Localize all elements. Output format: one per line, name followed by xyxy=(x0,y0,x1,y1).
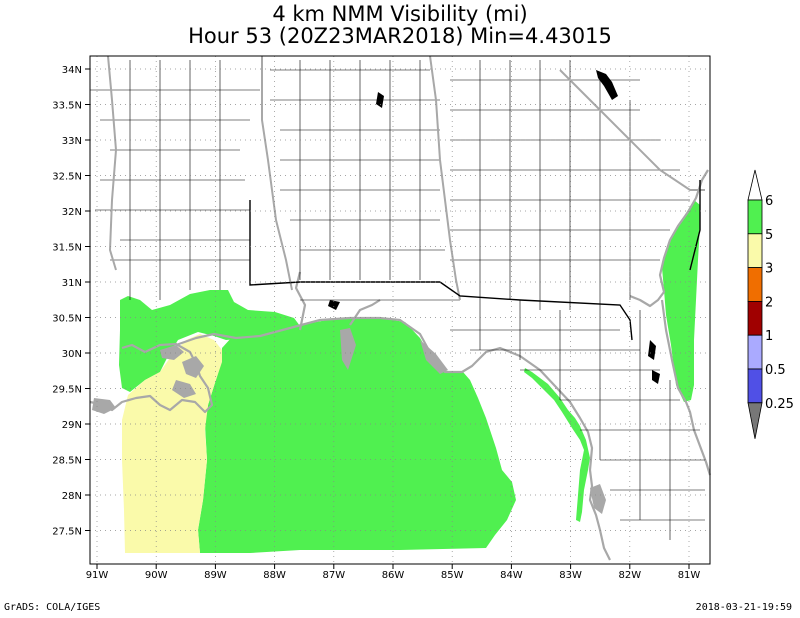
color-legend: 6 5 3 2 1 0.5 0.25 xyxy=(747,169,794,439)
legend-cap-top xyxy=(747,169,763,201)
lon-label: 89W xyxy=(204,570,227,581)
lat-label: 30.5N xyxy=(52,314,82,325)
lon-label: 91W xyxy=(86,570,109,581)
legend-swatch xyxy=(747,267,763,302)
legend-label: 6 xyxy=(765,194,773,209)
lat-label: 31N xyxy=(62,278,82,289)
lat-lon-grid xyxy=(90,56,710,564)
lat-label: 34N xyxy=(62,65,82,76)
lat-label: 33N xyxy=(62,136,82,147)
legend-label: 2 xyxy=(765,295,773,310)
grads-credit: GrADS: COLA/IGES xyxy=(4,602,101,613)
legend-swatch xyxy=(747,334,763,370)
longitude-axis: 91W 90W 89W 88W 87W 86W 85W 84W 83W 82W 81W xyxy=(86,564,701,581)
lat-label: 27.5N xyxy=(52,527,82,538)
lat-label: 29N xyxy=(62,420,82,431)
lat-label: 30N xyxy=(62,349,82,360)
lat-label: 28N xyxy=(62,491,82,502)
legend-swatch xyxy=(747,199,763,235)
lakes xyxy=(328,70,660,384)
legend-label: 0.5 xyxy=(765,363,786,378)
visibility-area-green-atlantic xyxy=(662,200,700,402)
legend-swatch xyxy=(747,368,763,404)
visibility-area-green-delta xyxy=(119,290,300,392)
coastlines xyxy=(89,169,712,561)
state-boundaries-black xyxy=(249,180,701,341)
map-frame xyxy=(89,55,711,565)
lon-label: 82W xyxy=(618,570,641,581)
legend-swatch xyxy=(747,233,763,269)
latitude-axis: 34N 33.5N 33N 32.5N 32N 31.5N 31N 30.5N 30N 29.5N… xyxy=(52,65,90,538)
timestamp: 2018-03-21-19:59 xyxy=(695,602,792,613)
lon-label: 88W xyxy=(263,570,286,581)
legend-swatch xyxy=(747,300,763,336)
legend-label: 5 xyxy=(765,228,773,243)
lon-label: 81W xyxy=(678,570,701,581)
lat-label: 32.5N xyxy=(52,172,82,183)
map-title-line1: 4 km NMM Visibility (mi) xyxy=(272,2,528,26)
lat-label: 28.5N xyxy=(52,456,82,467)
waterbodies xyxy=(92,328,606,514)
map-title-line2: Hour 53 (20Z23MAR2018) Min=4.43015 xyxy=(188,24,612,48)
visibility-area-green-gulf xyxy=(198,318,516,553)
lon-label: 85W xyxy=(441,570,464,581)
lon-label: 84W xyxy=(500,570,523,581)
lon-label: 83W xyxy=(559,570,582,581)
legend-label: 3 xyxy=(765,262,773,277)
legend-label: 0.25 xyxy=(765,397,794,412)
lon-label: 90W xyxy=(145,570,168,581)
lat-label: 31.5N xyxy=(52,243,82,254)
lat-label: 33.5N xyxy=(52,101,82,112)
legend-cap-bottom xyxy=(747,402,763,439)
lat-label: 29.5N xyxy=(52,385,82,396)
lon-label: 86W xyxy=(382,570,405,581)
lat-label: 32N xyxy=(62,207,82,218)
lon-label: 87W xyxy=(322,570,345,581)
legend-label: 1 xyxy=(765,329,773,344)
visibility-area-green-westfl xyxy=(524,368,590,522)
